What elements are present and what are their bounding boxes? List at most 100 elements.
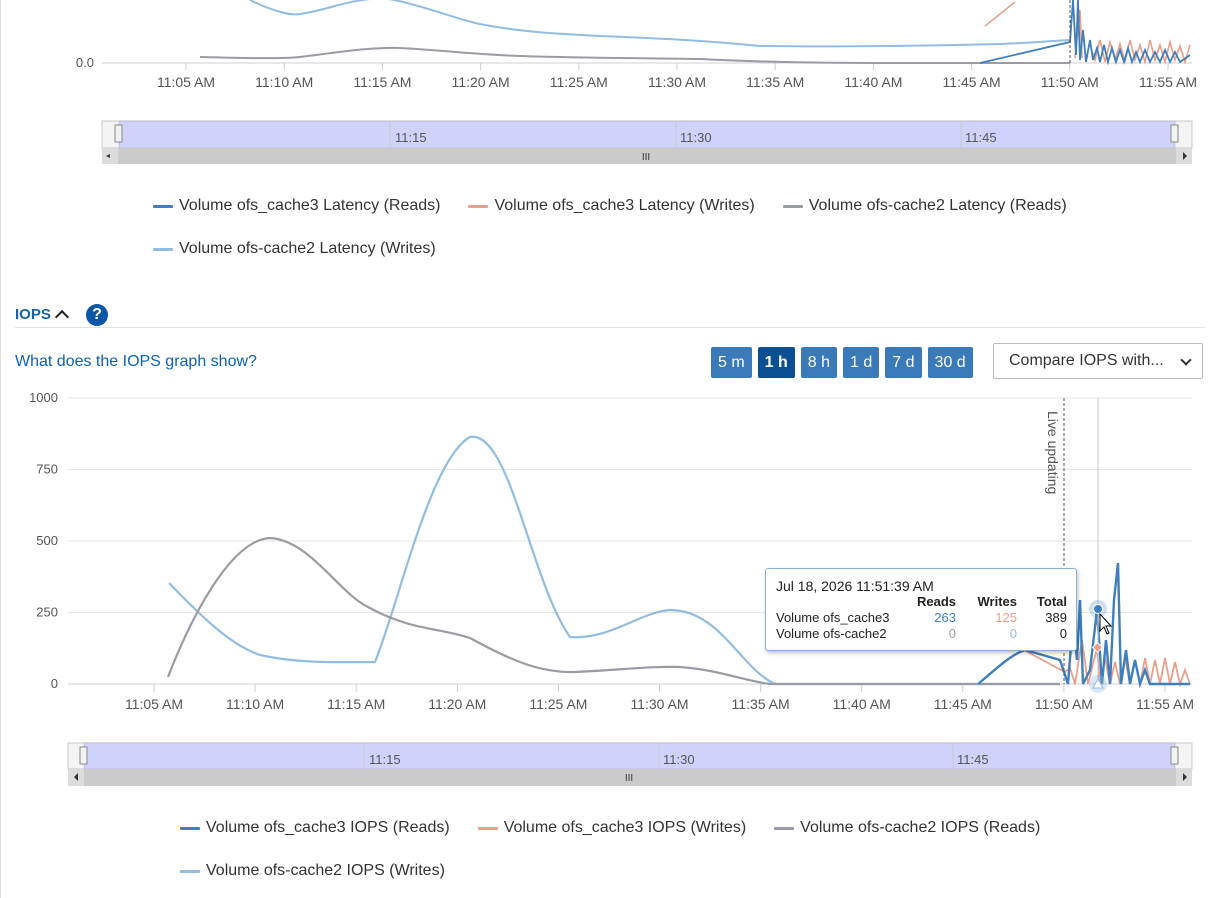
tooltip-row-name: Volume ofs_cache3 [776,610,890,625]
iops-y-tick-label: 0 [51,676,58,691]
iops-nav-label-1: 11:15 [369,752,401,767]
tooltip-total-value: 389 [1045,610,1067,625]
legend-label: Volume ofs_cache3 Latency (Reads) [179,197,441,214]
latency-x-tick-label: 11:40 AM [844,74,902,90]
mouse-cursor-icon [1099,612,1113,635]
legend-label: Volume ofs-cache2 IOPS (Writes) [206,862,445,879]
latency-x-tick-label: 11:20 AM [452,74,510,90]
iops-x-tick-label: 11:05 AM [125,696,183,712]
latency-legend-row-2: Volume ofs-cache2 Latency (Writes) [153,240,436,258]
iops-x-tick-label: 11:50 AM [1035,696,1093,712]
iops-legend-item[interactable]: Volume ofs_cache3 IOPS (Writes) [477,819,747,837]
iops-x-tick-label: 11:10 AM [226,696,284,712]
range-button-8h[interactable]: 8 h [800,347,838,378]
latency-legend-item[interactable]: Volume ofs_cache3 Latency (Writes) [468,197,755,215]
iops-live-label: Live updating [1045,411,1061,494]
legend-label: Volume ofs_cache3 IOPS (Writes) [503,819,747,836]
range-button-5m[interactable]: 5 m [711,347,752,378]
tooltip-writes-value: 125 [995,610,1017,625]
tooltip-header-reads: Reads [916,594,956,609]
tooltip-reads-value: 0 [948,626,956,641]
range-button-30d[interactable]: 30 d [927,347,973,378]
iops-nav-handle-right[interactable] [1170,746,1179,765]
iops-x-tick-label: 11:25 AM [529,696,587,712]
scroll-left-arrow-icon[interactable] [74,773,78,781]
compare-select-value: Compare IOPS with... [1009,352,1164,369]
grip-icon: III [642,152,650,163]
chevron-up-icon [54,309,69,325]
time-range-buttons: 5 m 1 h 8 h 1 d 7 d 30 d [711,347,973,378]
tooltip-reads-value: 263 [934,610,956,625]
latency-legend-item[interactable]: Volume ofs-cache2 Latency (Reads) [782,197,1067,215]
help-icon[interactable]: ? [86,304,108,326]
hover-point-reads-marker [1093,604,1103,614]
grip-icon: III [625,773,633,784]
latency-nav-label-3: 11:45 [965,130,997,145]
latency-nav-label-1: 11:15 [395,130,427,145]
chevron-down-icon [1180,354,1192,366]
latency-x-tick-label: 11:25 AM [550,74,608,90]
legend-swatch-icon [468,204,489,208]
legend-swatch-icon [477,826,498,830]
latency-legend-item[interactable]: Volume ofs-cache2 Latency (Writes) [153,240,436,258]
iops-legend-row-1: Volume ofs_cache3 IOPS (Reads) Volume of… [180,819,1040,837]
iops-nav-label-3: 11:45 [957,752,989,767]
scroll-right-arrow-icon[interactable] [1183,773,1187,781]
iops-scrollbar-thumb[interactable] [84,769,1176,786]
latency-nav-handle-left[interactable] [114,124,123,143]
iops-nav-handle-left[interactable] [79,746,88,765]
legend-swatch-icon [180,869,200,873]
iops-section-toggle[interactable]: IOPS [15,306,69,325]
iops-nav-label-2: 11:30 [663,752,695,767]
legend-label: Volume ofs-cache2 Latency (Reads) [808,197,1067,214]
scroll-left-arrow-icon[interactable] [106,154,110,158]
iops-series-c2-reads [166,536,1060,686]
iops-legend-item[interactable]: Volume ofs_cache3 IOPS (Reads) [180,819,450,837]
range-button-7d[interactable]: 7 d [885,347,922,378]
legend-swatch-icon [782,204,803,208]
iops-series-c2-writes [168,435,1060,686]
tooltip-row-name: Volume ofs-cache2 [776,626,887,641]
iops-y-tick-label: 500 [36,533,58,548]
range-button-1h[interactable]: 1 h [757,347,795,378]
latency-x-tick-label: 11:45 AM [943,74,1001,90]
latency-x-tick-label: 11:50 AM [1041,74,1099,90]
legend-swatch-icon [153,247,173,251]
iops-legend-item[interactable]: Volume ofs-cache2 IOPS (Reads) [774,819,1040,837]
iops-x-tick-label: 11:20 AM [428,696,486,712]
iops-x-tick-label: 11:45 AM [934,696,992,712]
latency-scrollbar-thumb[interactable] [118,148,1176,164]
iops-x-tick-label: 11:30 AM [630,696,688,712]
latency-x-tick-label: 11:15 AM [353,74,411,90]
iops-legend-item[interactable]: Volume ofs-cache2 IOPS (Writes) [180,862,445,880]
section-title: IOPS [15,306,51,323]
hover-point-c2-marker [1092,677,1104,689]
iops-info-link[interactable]: What does the IOPS graph show? [15,353,257,370]
iops-navigator[interactable]: 11:15 11:30 11:45 III [67,742,1193,786]
legend-swatch-icon [774,826,795,830]
iops-y-tick-label: 750 [36,462,58,477]
latency-nav-handle-right[interactable] [1170,124,1179,143]
iops-legend-row-2: Volume ofs-cache2 IOPS (Writes) [180,862,445,880]
latency-legend-item[interactable]: Volume ofs_cache3 Latency (Reads) [153,197,440,215]
tooltip-header-writes: Writes [977,594,1018,609]
compare-iops-select[interactable]: Compare IOPS with... [993,343,1203,379]
latency-series-c2-writes [249,0,1071,48]
legend-swatch-icon [153,204,173,208]
iops-x-tick-label: 11:15 AM [327,696,385,712]
section-divider [15,327,1205,328]
latency-nav-label-2: 11:30 [680,130,712,145]
range-button-1d[interactable]: 1 d [843,347,880,378]
hover-point-writes [1091,641,1104,654]
tooltip-writes-value: 0 [1009,626,1017,641]
latency-series-c2-reads [199,46,1070,65]
latency-y-tick-zero: 0.0 [76,55,94,70]
tooltip-header-total: Total [1036,594,1067,609]
legend-label: Volume ofs-cache2 Latency (Writes) [179,240,436,257]
legend-swatch-icon [180,826,200,830]
iops-x-tick-label: 11:40 AM [833,696,891,712]
latency-navigator[interactable]: 11:15 11:30 11:45 III [101,120,1193,164]
latency-x-tick-label: 11:30 AM [648,74,706,90]
scroll-right-arrow-icon[interactable] [1183,152,1187,160]
